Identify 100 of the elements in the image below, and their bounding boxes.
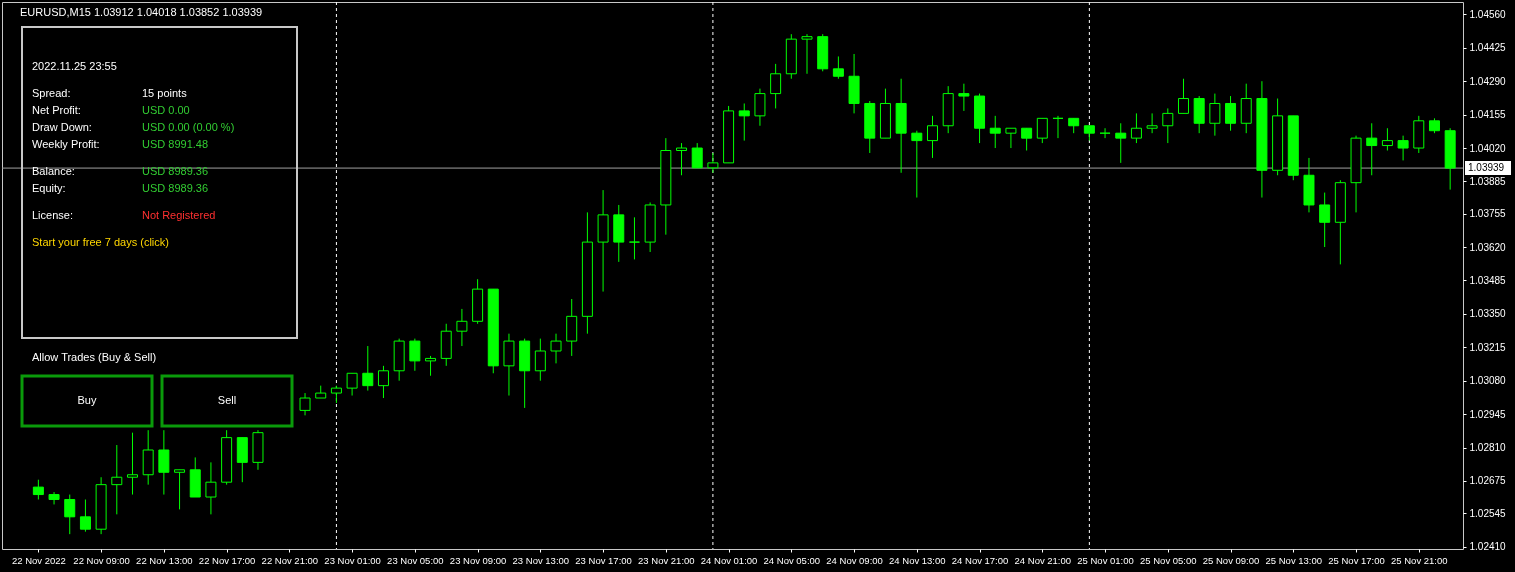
y-tick-label: 1.04560 bbox=[1469, 8, 1507, 20]
candlestick bbox=[770, 63, 782, 109]
y-tick-label: 1.04425 bbox=[1469, 42, 1507, 54]
candlestick bbox=[911, 130, 923, 199]
candlestick bbox=[1146, 112, 1158, 134]
annotation: Start your free 7 days (click) bbox=[32, 236, 169, 248]
candlestick bbox=[79, 499, 91, 533]
candlestick bbox=[174, 469, 186, 510]
candlestick bbox=[425, 355, 437, 377]
x-tick-label: 23 Nov 17:00 bbox=[575, 554, 632, 566]
annotation: Spread: bbox=[32, 87, 71, 99]
x-tick-label: 23 Nov 13:00 bbox=[512, 554, 570, 566]
y-tick-label: 1.02675 bbox=[1469, 475, 1507, 487]
candlestick bbox=[801, 33, 813, 75]
x-tick-label: 23 Nov 09:00 bbox=[449, 554, 507, 566]
x-tick-label: 24 Nov 21:00 bbox=[1014, 554, 1072, 566]
candlestick bbox=[832, 55, 844, 80]
y-tick-label: 1.02410 bbox=[1469, 541, 1507, 553]
candlestick bbox=[691, 142, 703, 169]
candlestick bbox=[754, 88, 766, 127]
x-tick-label: 25 Nov 17:00 bbox=[1328, 554, 1385, 566]
candlestick bbox=[1036, 117, 1048, 144]
candlestick bbox=[927, 115, 938, 159]
x-tick-label: 24 Nov 17:00 bbox=[951, 554, 1009, 566]
ref-line-label: 1.03939 bbox=[1468, 162, 1505, 174]
x-tick-label: 23 Nov 21:00 bbox=[638, 554, 695, 566]
candlestick bbox=[126, 432, 138, 496]
candlestick bbox=[64, 494, 76, 535]
x-tick-label: 22 Nov 21:00 bbox=[261, 554, 319, 566]
y-tick-label: 1.02810 bbox=[1469, 442, 1507, 454]
annotation: 15 points bbox=[142, 87, 188, 99]
candlestick bbox=[1225, 95, 1237, 132]
candlestick bbox=[1366, 122, 1378, 176]
y-tick-label: 1.04020 bbox=[1469, 142, 1507, 154]
x-tick-label: 25 Nov 09:00 bbox=[1202, 554, 1260, 566]
candlestick bbox=[205, 461, 217, 515]
y-tick-label: 1.03485 bbox=[1469, 274, 1507, 286]
candlestick bbox=[550, 333, 562, 364]
candlestick bbox=[1115, 122, 1127, 164]
x-tick-label: 24 Nov 05:00 bbox=[763, 554, 821, 566]
candlestick bbox=[1005, 127, 1017, 149]
x-tick-label: 22 Nov 17:00 bbox=[198, 554, 256, 566]
y-tick-label: 1.03620 bbox=[1469, 241, 1507, 253]
annotation: USD 0.00 (0.00 %) bbox=[142, 121, 235, 133]
candlestick bbox=[1319, 192, 1331, 248]
candlestick bbox=[362, 345, 374, 392]
annotation: USD 8989.36 bbox=[142, 165, 209, 177]
annotation: Weekly Profit: bbox=[32, 138, 100, 150]
candlestick bbox=[1177, 78, 1189, 114]
candlestick bbox=[377, 365, 389, 399]
candlestick bbox=[32, 479, 44, 500]
y-tick-label: 1.03080 bbox=[1469, 375, 1507, 387]
candlestick bbox=[707, 152, 719, 174]
candlestick bbox=[1099, 127, 1111, 139]
x-tick-label: 24 Nov 13:00 bbox=[889, 554, 946, 566]
y-tick-label: 1.03215 bbox=[1469, 341, 1507, 353]
candlestick bbox=[111, 444, 123, 515]
candlestick bbox=[456, 308, 468, 347]
x-tick-label: 22 Nov 09:00 bbox=[73, 554, 130, 566]
annotation: Buy bbox=[77, 394, 97, 406]
candlestick bbox=[1209, 93, 1221, 137]
candlestick bbox=[534, 338, 546, 382]
candlestick bbox=[1381, 127, 1393, 152]
annotation: License: bbox=[32, 209, 73, 221]
candlestick bbox=[958, 83, 970, 112]
annotation: USD 8991.48 bbox=[142, 138, 209, 150]
candlestick bbox=[1162, 107, 1174, 144]
annotation: Draw Down: bbox=[32, 121, 92, 133]
x-tick-label: 22 Nov 2022 bbox=[11, 554, 66, 566]
x-tick-label: 24 Nov 09:00 bbox=[826, 554, 883, 566]
y-tick-label: 1.04290 bbox=[1469, 75, 1507, 87]
candlestick bbox=[158, 429, 170, 496]
x-tick-label: 23 Nov 05:00 bbox=[387, 554, 444, 566]
candlestick bbox=[676, 142, 688, 176]
y-tick-label: 1.03350 bbox=[1469, 308, 1507, 320]
candlestick bbox=[989, 115, 1001, 149]
annotation: Net Profit: bbox=[32, 104, 81, 116]
y-tick-label: 1.02545 bbox=[1469, 507, 1507, 519]
x-tick-label: 25 Nov 01:00 bbox=[1077, 554, 1134, 566]
candlestick bbox=[346, 372, 358, 397]
annotation: Balance: bbox=[32, 165, 75, 177]
candlestick bbox=[1021, 127, 1033, 152]
x-tick-label: 24 Nov 01:00 bbox=[700, 554, 758, 566]
candlestick bbox=[299, 392, 311, 416]
annotation: USD 8989.36 bbox=[142, 182, 209, 194]
annotation: USD 0.00 bbox=[142, 104, 190, 116]
annotation: Sell bbox=[217, 394, 237, 406]
candlestick bbox=[48, 491, 60, 505]
annotation: Allow Trades (Buy & Sell) bbox=[32, 351, 157, 363]
annotation: Equity: bbox=[32, 182, 66, 194]
candlestick bbox=[1130, 112, 1142, 144]
y-tick-label: 1.03755 bbox=[1469, 208, 1507, 220]
chart-title: EURUSD,M15 1.03912 1.04018 1.03852 1.03939 bbox=[20, 6, 263, 18]
y-tick-label: 1.04155 bbox=[1469, 109, 1507, 121]
candlestick bbox=[628, 216, 640, 260]
x-tick-label: 23 Nov 01:00 bbox=[324, 554, 381, 566]
candlestick bbox=[1052, 115, 1064, 139]
annotation: Not Registered bbox=[142, 209, 216, 221]
x-tick-label: 25 Nov 21:00 bbox=[1391, 554, 1448, 566]
x-tick-label: 25 Nov 05:00 bbox=[1140, 554, 1197, 566]
